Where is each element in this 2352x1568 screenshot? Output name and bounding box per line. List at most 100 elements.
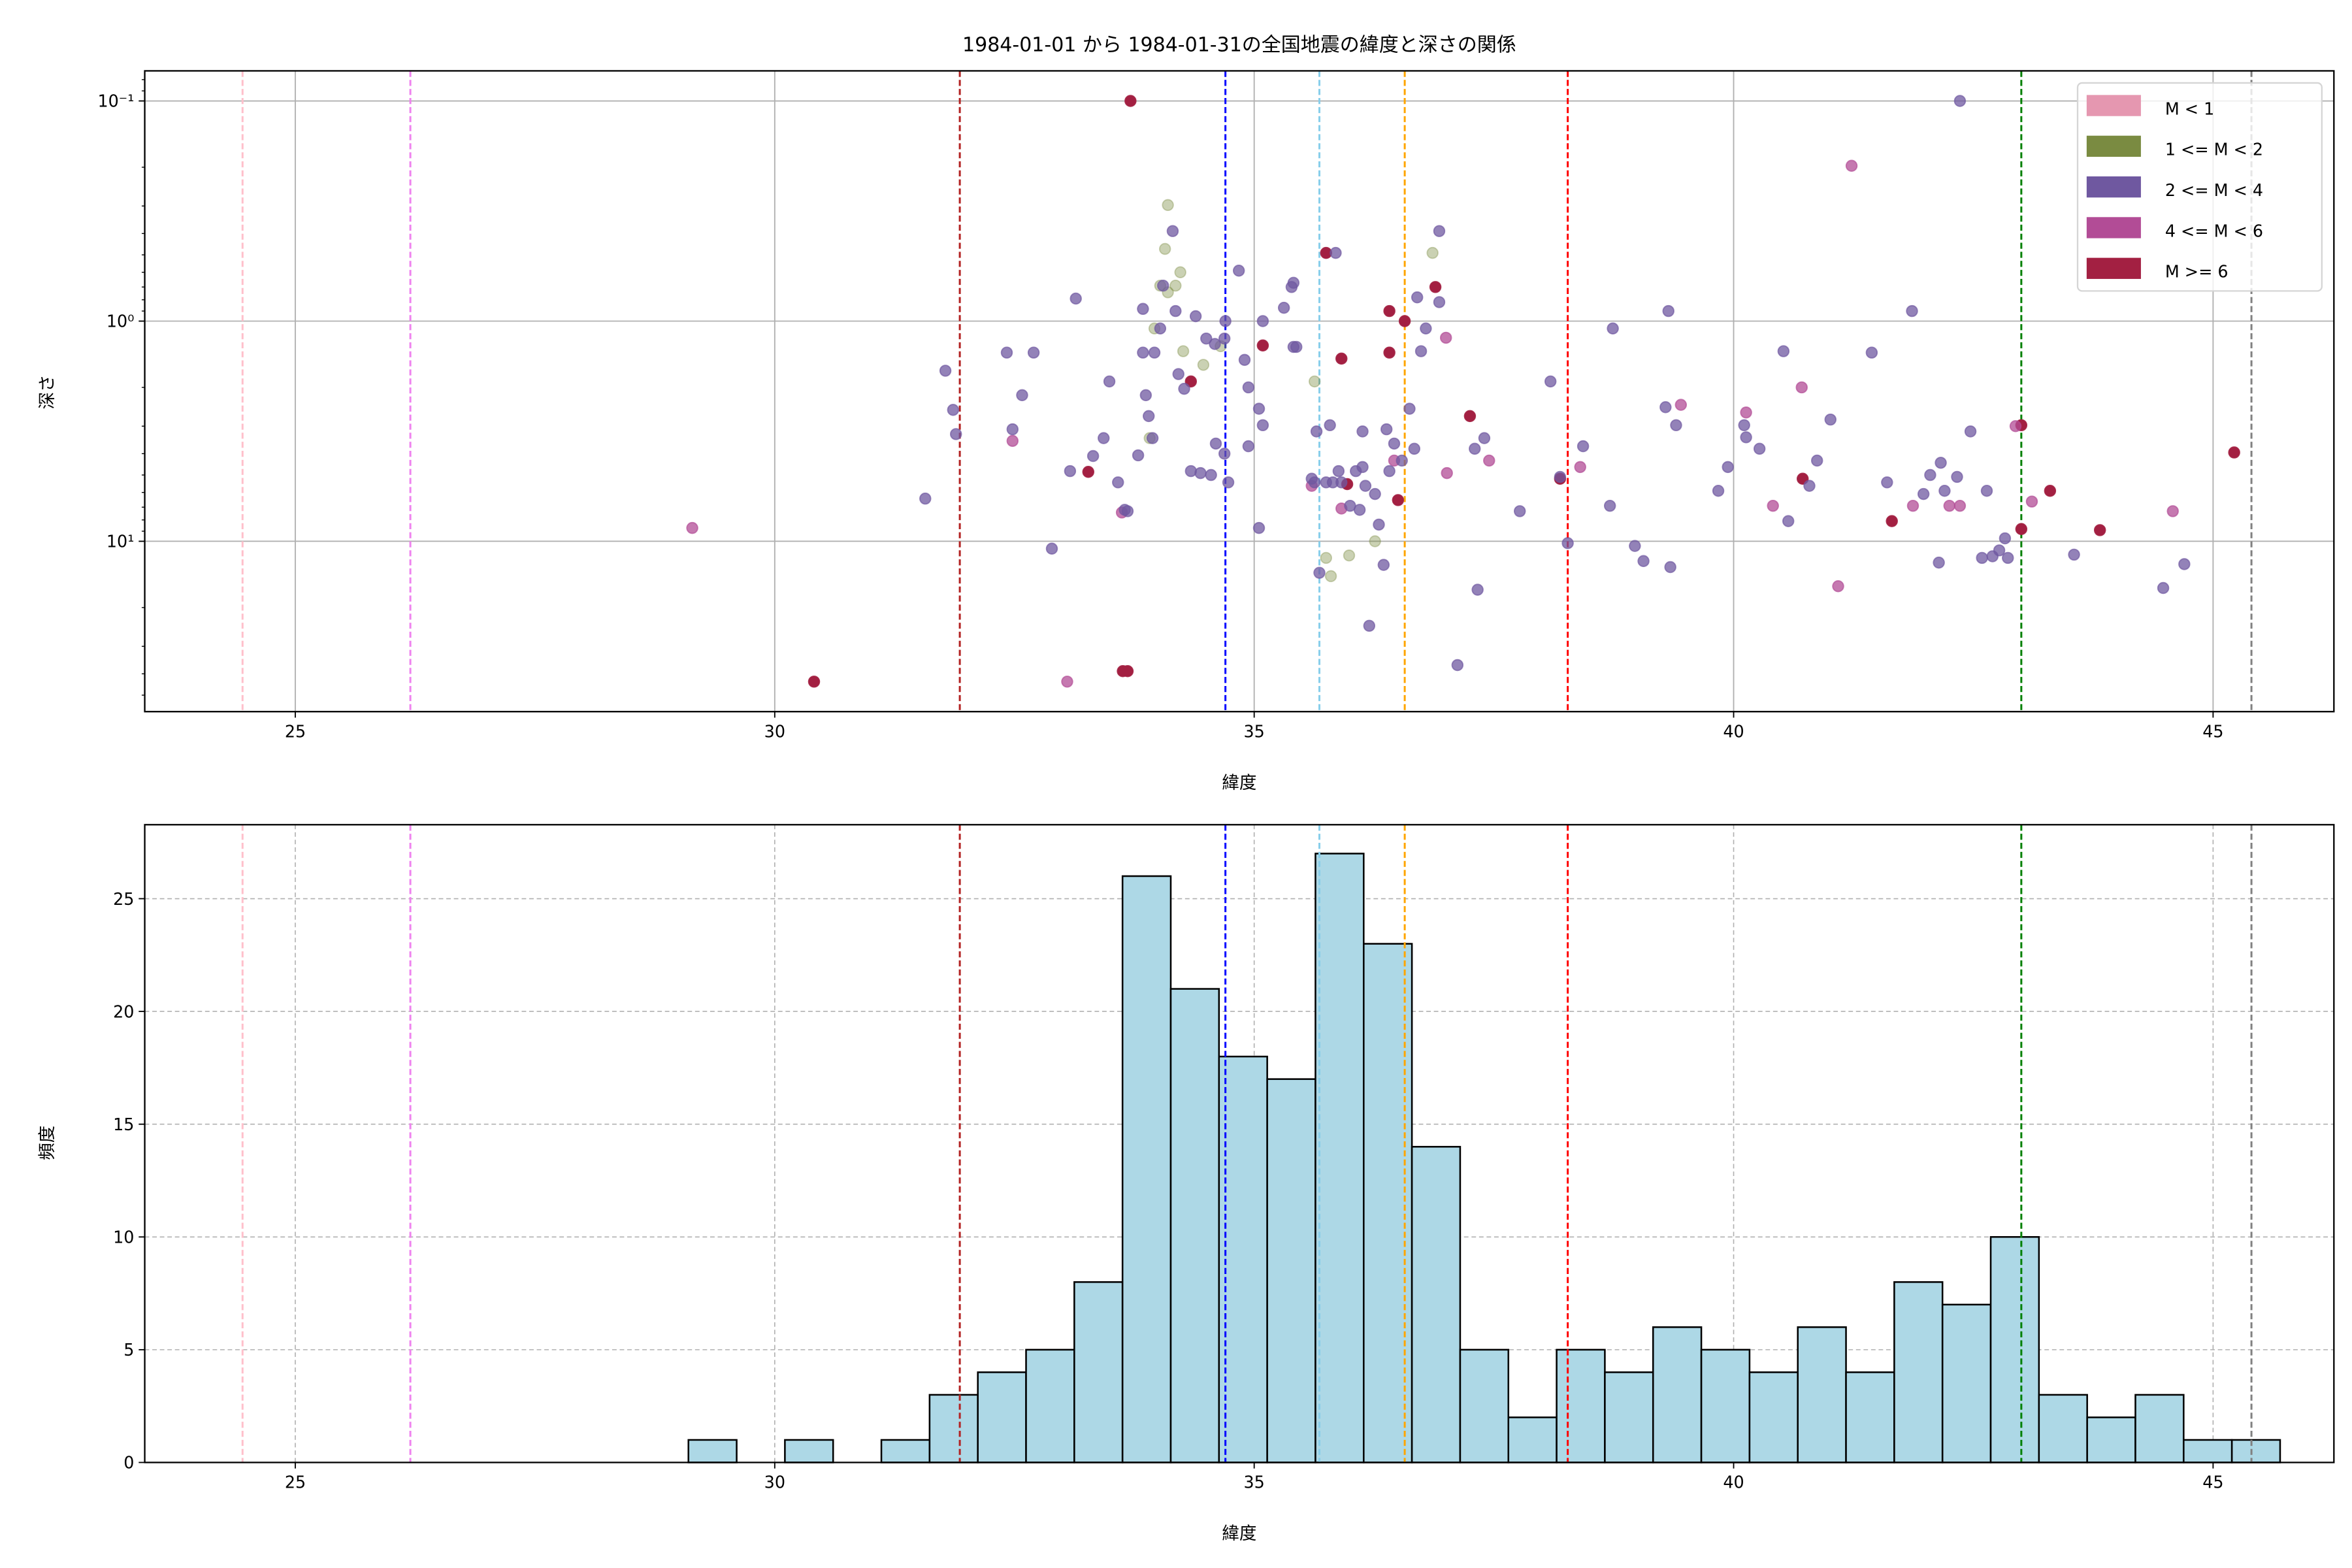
scatter-point	[1158, 242, 1171, 255]
scatter-point	[1398, 315, 1411, 327]
scatter-point	[1178, 382, 1190, 395]
scatter-point	[919, 492, 932, 505]
scatter-point	[1603, 499, 1616, 512]
scatter-point	[1324, 570, 1337, 583]
scatter-point	[1330, 246, 1342, 259]
histogram-bar	[1025, 1348, 1075, 1463]
x-tick-label: 35	[1244, 721, 1265, 741]
scatter-point	[1006, 434, 1019, 448]
legend-label-m-4-6: 4 <= M < 6	[2165, 221, 2263, 240]
scatter-point	[1045, 542, 1058, 555]
scatter-point	[1383, 346, 1396, 359]
scatter-point	[1137, 346, 1149, 359]
scatter-point	[1999, 532, 2012, 545]
scatter-point	[1451, 659, 1464, 672]
scatter-point	[1414, 345, 1428, 357]
scatter-point	[1951, 470, 1963, 483]
histogram-bar	[2086, 1416, 2136, 1463]
histogram-bar	[1989, 1236, 2040, 1463]
scatter-point	[1313, 566, 1326, 579]
scatter-point	[1064, 465, 1077, 478]
scatter-point	[1483, 454, 1495, 467]
scatter-point	[1935, 457, 1947, 469]
scatter-point	[2025, 495, 2038, 508]
scatter-point	[1169, 304, 1182, 318]
scatter-point	[1320, 551, 1332, 564]
scatter-point	[1310, 425, 1323, 438]
scatter-point	[1142, 410, 1155, 423]
scatter-point	[1369, 535, 1381, 547]
scatter-point	[1335, 476, 1348, 489]
scatter-point	[1426, 246, 1439, 259]
scatter-point	[1209, 437, 1222, 450]
scatter-point	[1209, 338, 1221, 350]
scatter-point	[1197, 359, 1210, 371]
histogram-bar	[1459, 1348, 1510, 1463]
scatter-point	[1810, 454, 1823, 467]
scatter-point	[1172, 368, 1184, 380]
scatter-point	[1953, 95, 1967, 107]
histogram-bar	[2038, 1394, 2088, 1463]
scatter-point	[1964, 425, 1977, 438]
scatter-point	[1469, 442, 1481, 455]
scatter-point	[1194, 466, 1207, 480]
scatter-point	[686, 521, 698, 534]
histogram-bar	[1363, 943, 1413, 1463]
scatter-point	[1380, 423, 1393, 436]
scatter-point	[1722, 461, 1734, 474]
histogram-bar	[784, 1439, 834, 1463]
legend-swatch-m-4-6	[2086, 217, 2141, 238]
y-tick-label: 25	[113, 889, 134, 909]
scatter-point	[949, 428, 962, 440]
scatter-point	[1439, 331, 1452, 344]
scatter-point	[939, 365, 952, 377]
scatter-point	[1906, 499, 1919, 512]
scatter-point	[1738, 419, 1750, 432]
scatter-point	[2068, 548, 2080, 561]
histogram-bar	[2230, 1439, 2281, 1463]
scatter-point	[1554, 470, 1567, 483]
scatter-point	[1146, 432, 1159, 444]
scatter-point	[1016, 389, 1028, 402]
x-tick-label: 40	[1723, 1473, 1744, 1492]
scatter-point	[1433, 296, 1446, 308]
x-tick-label: 25	[285, 1473, 306, 1492]
scatter-point	[1177, 345, 1190, 357]
scatter-point	[808, 676, 821, 688]
scatter-point	[1740, 406, 1752, 419]
scatter-point	[1148, 346, 1161, 359]
y-tick-label: 10⁰	[106, 312, 134, 331]
scatter-point	[1363, 619, 1376, 632]
histogram-bar	[928, 1394, 979, 1463]
scatter-point	[1607, 322, 1619, 335]
y-tick-label: 15	[113, 1115, 134, 1134]
x-tick-label: 25	[285, 721, 306, 741]
scatter-point	[1576, 440, 1590, 453]
scatter-point	[1124, 95, 1137, 107]
histogram-bar	[1941, 1303, 1992, 1463]
scatter-point	[1027, 346, 1040, 359]
histogram-bar	[1411, 1145, 1462, 1463]
scatter-point	[1205, 468, 1217, 482]
scatter-point	[1865, 346, 1878, 359]
scatter-point	[1184, 375, 1198, 388]
x-tick-label: 45	[2202, 1473, 2223, 1492]
scatter-point	[1356, 425, 1369, 438]
scatter-point	[1767, 499, 1779, 512]
scatter-point	[1256, 315, 1269, 327]
legend-label-m-ge-6: M >= 6	[2165, 262, 2229, 282]
legend-swatch-m-2-4	[2086, 176, 2141, 198]
legend-swatch-m-lt-1	[2086, 95, 2141, 116]
scatter-point	[1980, 485, 1993, 497]
x-tick-label: 40	[1723, 721, 1744, 741]
scatter-point	[1976, 551, 1988, 564]
scatter-point	[1166, 225, 1179, 237]
histogram-x-label: 緯度	[1222, 1524, 1256, 1544]
scatter-point	[1139, 389, 1152, 402]
scatter-point	[1359, 480, 1372, 492]
scatter-point	[1308, 476, 1321, 489]
scatter-point	[1256, 339, 1269, 351]
scatter-point	[2178, 558, 2191, 570]
histogram-bar	[1845, 1371, 1895, 1463]
